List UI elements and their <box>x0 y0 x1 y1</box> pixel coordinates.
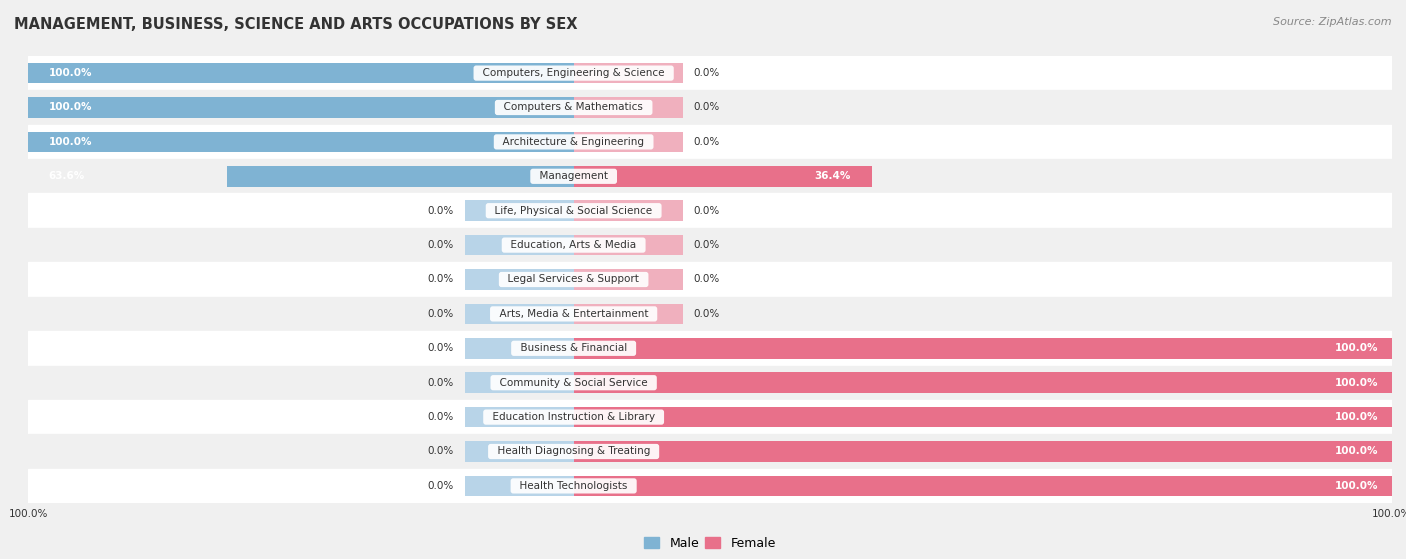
Text: 100.0%: 100.0% <box>1334 447 1378 457</box>
Bar <box>28 56 1392 91</box>
Text: 0.0%: 0.0% <box>693 274 720 285</box>
Bar <box>574 407 1392 428</box>
Text: 100.0%: 100.0% <box>1334 343 1378 353</box>
Bar <box>28 63 574 83</box>
Bar <box>574 235 683 255</box>
Bar <box>464 407 574 428</box>
Text: 0.0%: 0.0% <box>427 240 454 250</box>
Bar <box>574 97 683 118</box>
Bar <box>574 372 1392 393</box>
Text: 63.6%: 63.6% <box>49 171 84 181</box>
Text: 0.0%: 0.0% <box>427 378 454 388</box>
Bar <box>574 476 1392 496</box>
Text: Health Technologists: Health Technologists <box>513 481 634 491</box>
Bar <box>28 400 1392 434</box>
Text: Health Diagnosing & Treating: Health Diagnosing & Treating <box>491 447 657 457</box>
Text: 0.0%: 0.0% <box>693 102 720 112</box>
Bar <box>464 441 574 462</box>
Bar <box>464 304 574 324</box>
Bar <box>574 131 683 152</box>
Text: 0.0%: 0.0% <box>427 309 454 319</box>
Bar <box>464 338 574 359</box>
Bar <box>574 269 683 290</box>
Bar <box>574 338 1392 359</box>
Legend: Male, Female: Male, Female <box>640 532 780 555</box>
Text: 0.0%: 0.0% <box>427 206 454 216</box>
Text: 36.4%: 36.4% <box>814 171 851 181</box>
Text: Education Instruction & Library: Education Instruction & Library <box>486 412 661 422</box>
Text: 0.0%: 0.0% <box>427 447 454 457</box>
Bar <box>574 200 683 221</box>
Text: 100.0%: 100.0% <box>1334 378 1378 388</box>
Text: 100.0%: 100.0% <box>49 102 91 112</box>
Text: Community & Social Service: Community & Social Service <box>494 378 654 388</box>
Text: 100.0%: 100.0% <box>49 137 91 147</box>
Text: 0.0%: 0.0% <box>693 206 720 216</box>
Bar <box>28 159 1392 193</box>
Bar <box>574 441 1392 462</box>
Bar <box>28 468 1392 503</box>
Text: 0.0%: 0.0% <box>693 309 720 319</box>
Text: Architecture & Engineering: Architecture & Engineering <box>496 137 651 147</box>
Bar <box>28 91 1392 125</box>
Text: Management: Management <box>533 171 614 181</box>
Text: 0.0%: 0.0% <box>693 240 720 250</box>
Text: 100.0%: 100.0% <box>1334 481 1378 491</box>
Text: Source: ZipAtlas.com: Source: ZipAtlas.com <box>1274 17 1392 27</box>
Text: 0.0%: 0.0% <box>427 412 454 422</box>
Text: Education, Arts & Media: Education, Arts & Media <box>505 240 643 250</box>
Text: 0.0%: 0.0% <box>427 481 454 491</box>
Bar <box>574 304 683 324</box>
Bar <box>226 166 574 187</box>
Bar <box>28 434 1392 468</box>
Text: Computers, Engineering & Science: Computers, Engineering & Science <box>477 68 671 78</box>
Bar <box>464 372 574 393</box>
Text: Business & Financial: Business & Financial <box>513 343 634 353</box>
Text: 0.0%: 0.0% <box>427 343 454 353</box>
Text: Arts, Media & Entertainment: Arts, Media & Entertainment <box>492 309 655 319</box>
Bar <box>464 269 574 290</box>
Bar <box>464 235 574 255</box>
Text: Life, Physical & Social Science: Life, Physical & Social Science <box>488 206 659 216</box>
Bar <box>28 131 574 152</box>
Text: Legal Services & Support: Legal Services & Support <box>502 274 645 285</box>
Text: 0.0%: 0.0% <box>693 137 720 147</box>
Text: Computers & Mathematics: Computers & Mathematics <box>498 102 650 112</box>
Bar <box>464 200 574 221</box>
Bar <box>574 63 683 83</box>
Bar <box>28 331 1392 366</box>
Bar <box>28 262 1392 297</box>
Bar <box>28 97 574 118</box>
Text: MANAGEMENT, BUSINESS, SCIENCE AND ARTS OCCUPATIONS BY SEX: MANAGEMENT, BUSINESS, SCIENCE AND ARTS O… <box>14 17 578 32</box>
Text: 100.0%: 100.0% <box>49 68 91 78</box>
Bar <box>28 193 1392 228</box>
Text: 0.0%: 0.0% <box>427 274 454 285</box>
Text: 100.0%: 100.0% <box>1334 412 1378 422</box>
Text: 0.0%: 0.0% <box>693 68 720 78</box>
Bar <box>28 125 1392 159</box>
Bar <box>574 166 872 187</box>
Bar <box>28 228 1392 262</box>
Bar <box>28 366 1392 400</box>
Bar <box>464 476 574 496</box>
Bar <box>28 297 1392 331</box>
